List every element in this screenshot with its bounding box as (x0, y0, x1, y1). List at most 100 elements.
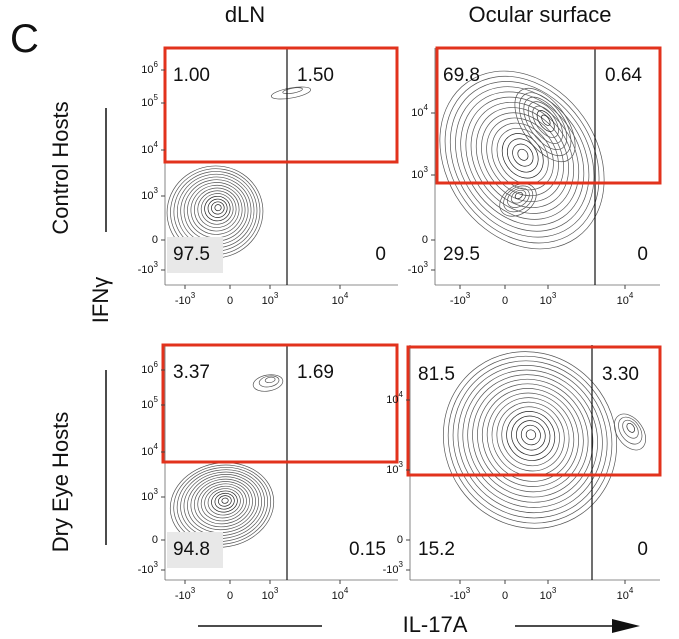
contour (204, 195, 231, 222)
tick-mantissa: 10 (141, 64, 153, 76)
quadrant-value: 1.50 (297, 65, 334, 86)
quadrant-value: 0.64 (605, 65, 642, 86)
tick-label: -103 (383, 560, 404, 576)
tick-mantissa: -10 (408, 264, 424, 276)
tick-exponent: 3 (466, 586, 471, 595)
tick-exponent: 4 (629, 586, 634, 595)
column-header: Ocular surface (468, 2, 611, 27)
tick-mantissa: 0 (397, 534, 403, 546)
contour (514, 191, 523, 200)
tick-exponent: 3 (154, 186, 159, 195)
quadrant-value: 15.2 (418, 539, 455, 560)
tick-label: 103 (141, 487, 158, 503)
tick-label: -103 (138, 260, 159, 276)
quadrant-value: 0.15 (349, 539, 386, 560)
contour (519, 92, 572, 156)
contour (462, 369, 598, 508)
contour (496, 401, 565, 472)
tick-mantissa: 10 (411, 169, 423, 181)
tick-label: -103 (138, 560, 159, 576)
contour (507, 187, 530, 208)
tick-exponent: 3 (154, 560, 159, 569)
contour (510, 189, 527, 204)
tick-mantissa: 10 (540, 295, 552, 307)
tick-exponent: 4 (629, 291, 634, 300)
contour (190, 476, 256, 531)
tick-mantissa: 0 (152, 534, 158, 546)
contour (442, 351, 618, 529)
tick-label: -103 (450, 291, 471, 307)
tick-mantissa: 0 (227, 295, 233, 307)
contour (491, 397, 570, 477)
tick-label: 0 (422, 234, 428, 246)
column-header: dLN (225, 2, 265, 27)
tick-mantissa: 10 (386, 394, 398, 406)
tick-mantissa: 10 (141, 97, 153, 109)
contour (472, 378, 589, 498)
contour (258, 375, 280, 388)
tick-label: 104 (332, 586, 349, 602)
tick-label: 103 (540, 291, 557, 307)
tick-label: 0 (227, 295, 233, 307)
tick-exponent: 3 (424, 260, 429, 269)
tick-exponent: 6 (154, 60, 159, 69)
tick-exponent: 4 (424, 103, 429, 112)
tick-label: 104 (617, 291, 634, 307)
contour (207, 488, 241, 516)
tick-mantissa: 0 (227, 590, 233, 602)
contour (520, 424, 541, 446)
label-mask (167, 237, 223, 273)
contour (527, 101, 563, 144)
row-label: Dry Eye Hosts (48, 412, 73, 553)
contour (541, 114, 551, 126)
tick-exponent: 5 (154, 395, 159, 404)
label-mask (167, 532, 223, 568)
tick-label: 106 (141, 360, 158, 376)
contour (517, 148, 529, 161)
tick-mantissa: 10 (141, 190, 153, 202)
quadrant-value: 0 (637, 539, 648, 560)
contour (507, 138, 539, 173)
tick-exponent: 3 (399, 460, 404, 469)
tick-mantissa: 10 (617, 295, 629, 307)
contour (204, 485, 244, 519)
tick-label: 103 (540, 586, 557, 602)
contour (183, 471, 262, 536)
tick-exponent: 3 (191, 586, 196, 595)
contour (214, 204, 222, 212)
contour (197, 190, 237, 228)
tick-mantissa: 10 (617, 590, 629, 602)
contour (211, 201, 225, 215)
contour (194, 187, 240, 232)
tick-mantissa: 10 (386, 464, 398, 476)
tick-label: 103 (141, 186, 158, 202)
quadrant-value: 94.8 (173, 539, 210, 560)
contour (470, 101, 575, 214)
x-axis-label: IL-17A (403, 612, 468, 637)
tick-mantissa: -10 (383, 564, 399, 576)
tick-exponent: 3 (154, 487, 159, 496)
tick-label: -103 (408, 260, 429, 276)
tick-label: 104 (332, 291, 349, 307)
contour (626, 422, 635, 433)
tick-exponent: 4 (154, 140, 159, 149)
tick-mantissa: -10 (450, 590, 466, 602)
tick-mantissa: 10 (540, 590, 552, 602)
quadrant-value: 97.5 (173, 244, 210, 265)
tick-label: 0 (227, 590, 233, 602)
row-label: Control Hosts (48, 101, 73, 234)
tick-label: -103 (175, 586, 196, 602)
contour (193, 478, 253, 528)
contour (511, 415, 551, 456)
tick-mantissa: 0 (422, 234, 428, 246)
quadrant-value: 1.69 (297, 362, 334, 383)
contour (218, 495, 232, 507)
contour (512, 143, 534, 167)
contour (613, 413, 647, 451)
contour (439, 70, 605, 250)
contour (449, 81, 595, 238)
contour (455, 86, 590, 232)
contour (457, 365, 603, 514)
